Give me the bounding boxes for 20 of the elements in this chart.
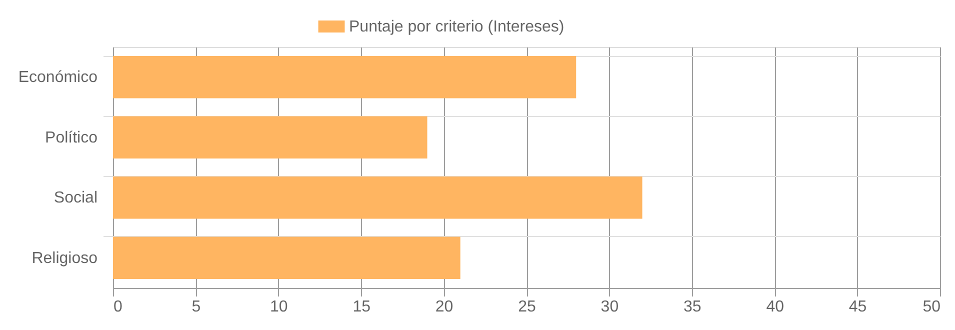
y-tick-label: Político: [45, 129, 98, 146]
x-tick-label: 45: [848, 298, 867, 316]
x-tick-label: 35: [684, 298, 702, 316]
x-tick-label: 15: [352, 298, 371, 316]
x-tick-label: 0: [114, 298, 122, 316]
legend-label: Puntaje por criterio (Intereses): [349, 18, 564, 36]
y-tick-label: Social: [54, 190, 98, 207]
bar: [113, 116, 428, 158]
x-tick-label: 25: [518, 298, 536, 316]
x-tick-label: 20: [435, 298, 454, 316]
x-tick-label: 50: [922, 298, 941, 316]
x-tick-label: 40: [766, 298, 784, 316]
bar: [113, 176, 642, 219]
x-tick-label: 5: [192, 298, 201, 316]
y-tick-label: Económico: [18, 69, 98, 86]
bar: [113, 236, 460, 279]
x-tick-label: 30: [600, 298, 619, 316]
x-tick-label: 10: [270, 298, 288, 316]
y-tick-label: Religioso: [32, 250, 98, 267]
bar: [113, 56, 576, 98]
